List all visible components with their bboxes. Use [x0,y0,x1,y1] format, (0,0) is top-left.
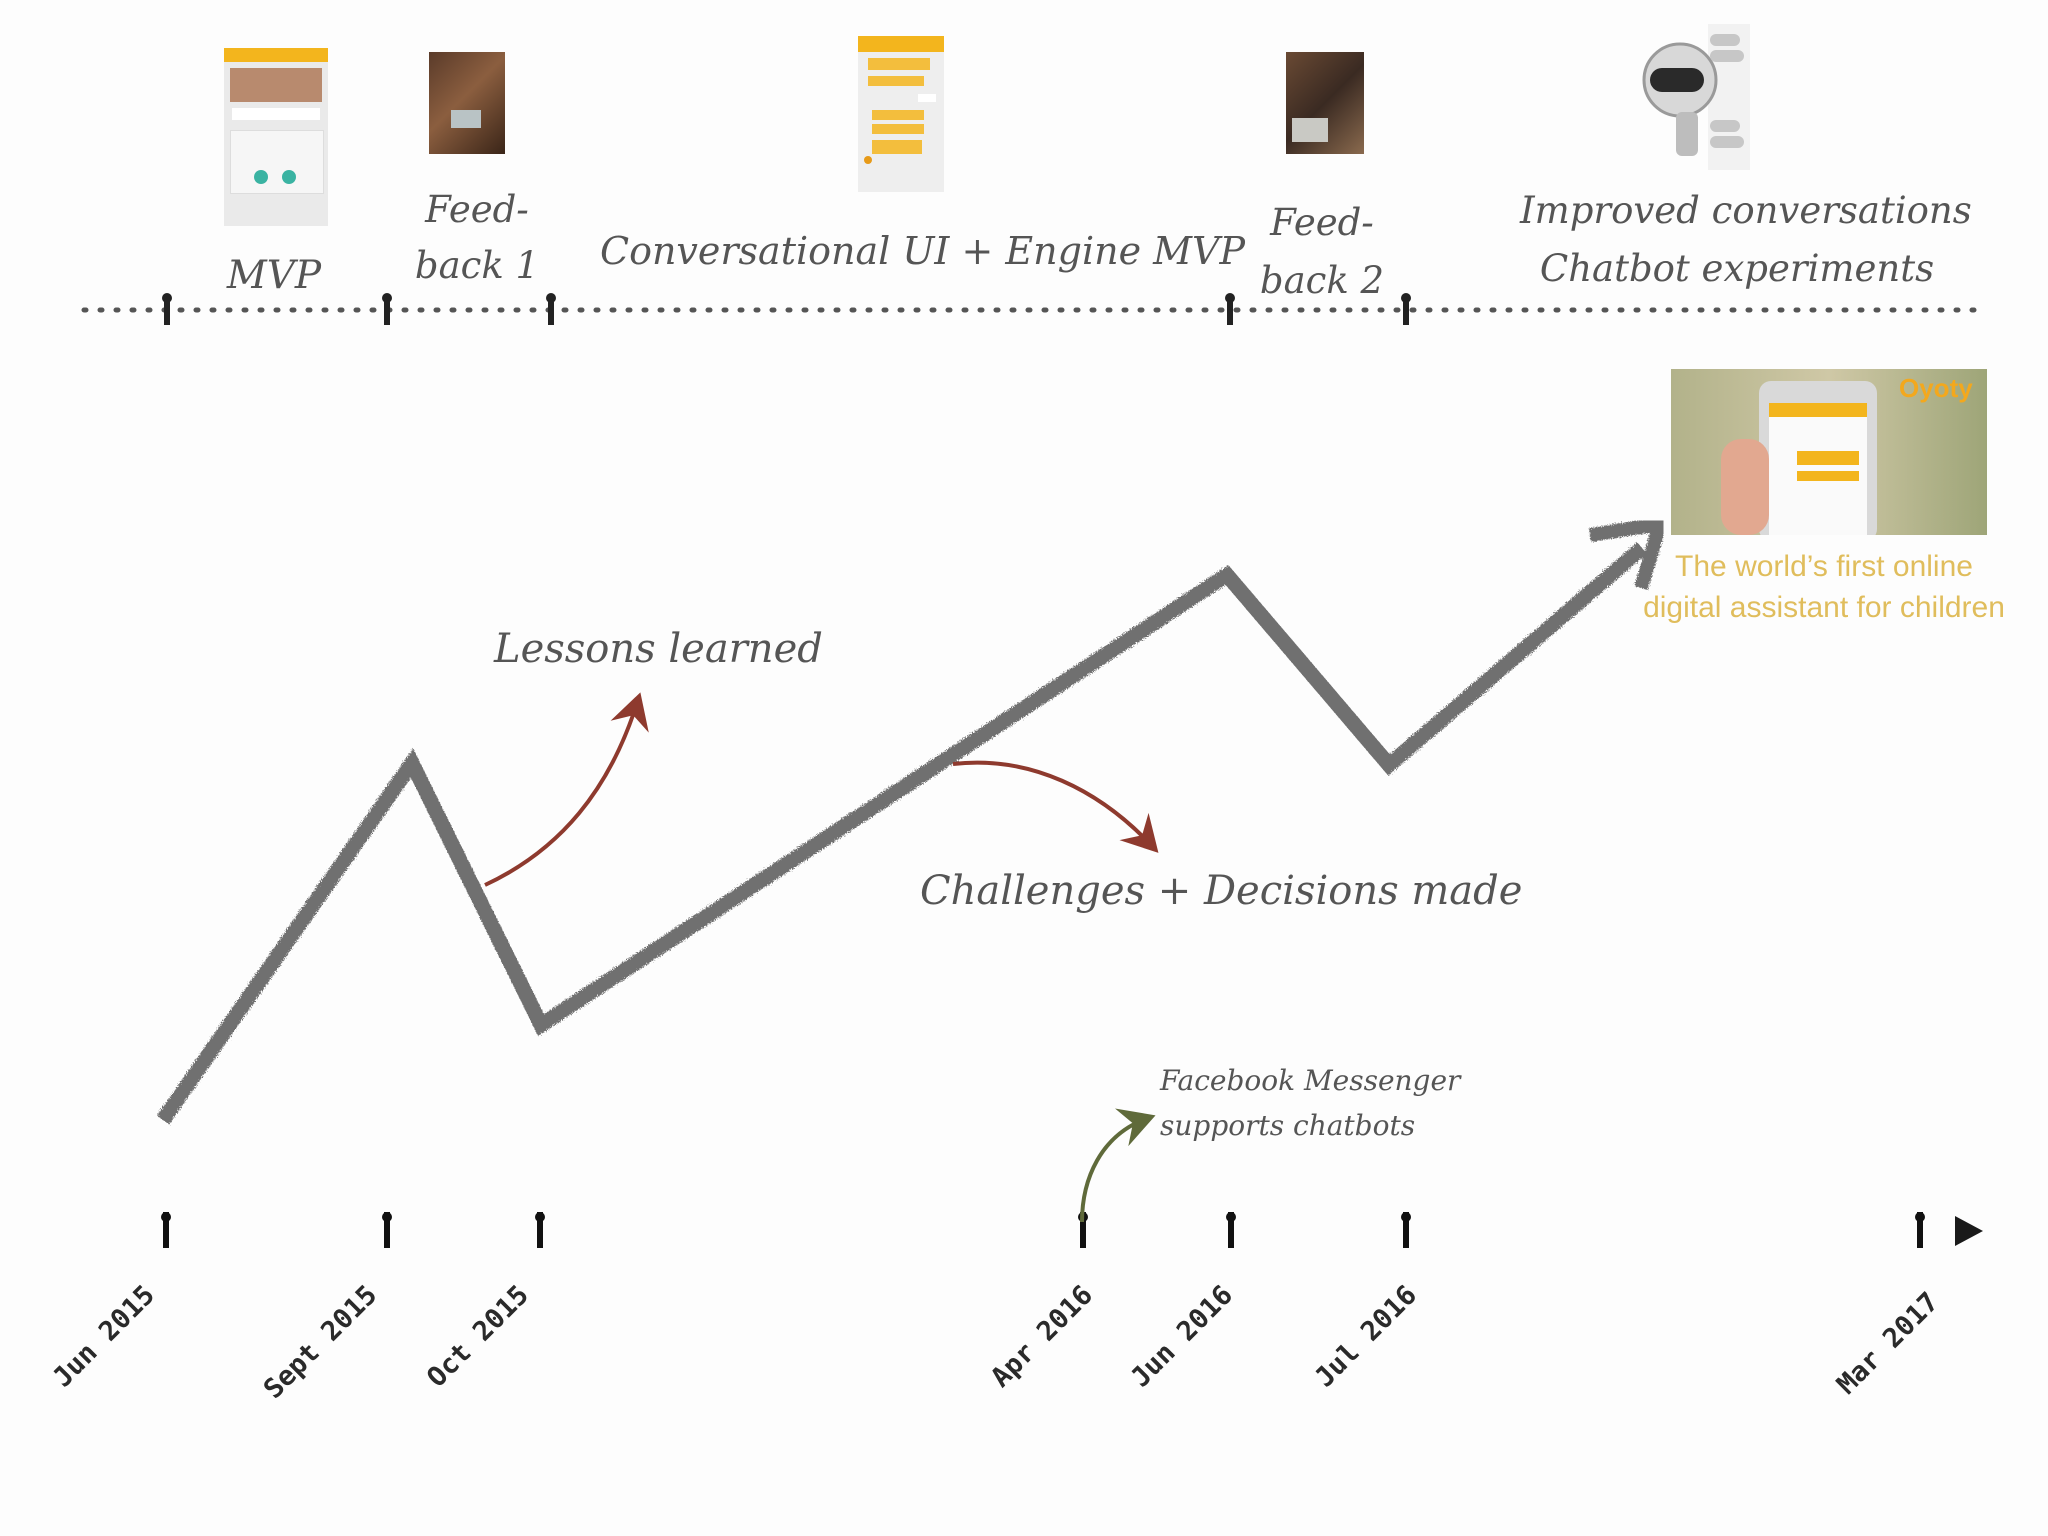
hand-phone-photo-icon: Oyoty [1671,369,1987,535]
phase-label-line: MVP [226,253,322,298]
product-tagline: The world’s first online digital assista… [1604,546,2044,628]
facebook-note: Facebook Messenger supports chatbots [1160,1058,1460,1148]
robot-icon [1642,24,1750,170]
phase-label-line: Feed- [1270,201,1374,244]
progress-arrow-head [1588,515,1670,590]
axis-arrow-head [1955,1216,1983,1246]
team-photo-icon [429,52,505,154]
tagline-line: The world’s first online [1675,550,1973,583]
tagline-line: digital assistant for children [1643,591,2005,624]
phase-label-line: back 1 [414,244,540,287]
phase-tick [546,293,556,325]
phase-label-mvp: MVP [214,248,334,305]
product-brand-logo: Oyoty [1899,373,1973,403]
facebook-note-line: supports chatbots [1160,1109,1416,1142]
axis-tick [1401,1212,1411,1248]
axis-tick [382,1212,392,1248]
chat-screenshot-icon [858,36,944,192]
team-photo-icon [1286,52,1364,154]
phase-tick [1401,293,1411,325]
facebook-arrow [1080,1108,1156,1223]
facebook-note-line: Facebook Messenger [1160,1064,1461,1097]
lessons-arrow [484,692,649,887]
phase-ticks [162,293,1411,325]
phone-screenshot-icon [224,48,328,226]
phase-label-feedback1: Feed- back 1 [407,182,547,294]
phase-label-feedback2: Feed- back 2 [1252,194,1392,310]
phase-tick [1225,293,1235,325]
axis-tick [535,1212,545,1248]
phase-label-line: Conversational UI + Engine MVP [600,229,1246,273]
axis-tick [1226,1212,1236,1248]
phase-label-line: Improved conversations [1520,189,1972,232]
phase-label-line: back 2 [1259,259,1385,302]
lessons-learned-label: Lessons learned [494,626,823,672]
phase-tick [382,293,392,325]
challenges-arrow [952,760,1159,853]
phase-label-line: Feed- [425,188,529,231]
axis-tick [161,1212,171,1248]
phase-label-improved: Improved conversations Chatbot experimen… [1520,182,1972,298]
progress-zigzag-line [156,542,1647,1125]
axis-tick [1915,1212,1925,1248]
phase-tick [162,293,172,325]
phase-label-line: Chatbot experiments [1539,247,1935,290]
challenges-label: Challenges + Decisions made [920,868,1523,914]
phase-label-conversational: Conversational UI + Engine MVP [600,224,1246,279]
